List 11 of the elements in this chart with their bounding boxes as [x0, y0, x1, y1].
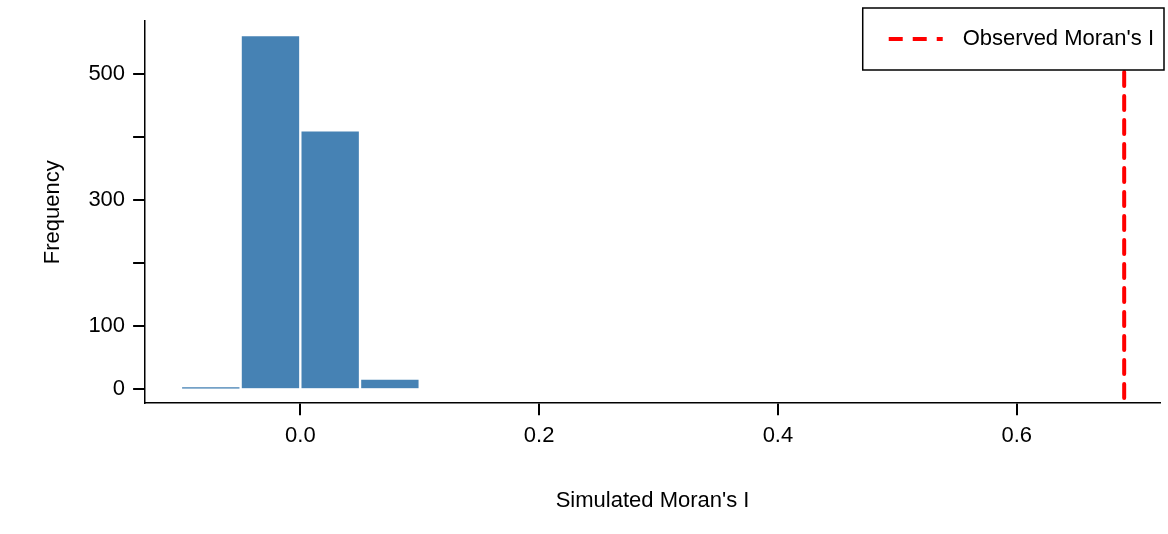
y-tick-label: 0 [112, 375, 126, 401]
y-tick-label: 300 [88, 185, 126, 211]
x-tick-label: 0.0 [285, 422, 316, 448]
legend-label: Observed Moran's I [962, 25, 1155, 51]
y-axis-title: Frequency [39, 160, 65, 265]
x-axis-title: Simulated Moran's I [555, 486, 750, 512]
y-tick-label: 500 [88, 59, 126, 85]
x-tick-label: 0.2 [523, 422, 555, 448]
y-tick-label: 100 [88, 312, 126, 338]
x-tick-label: 0.4 [762, 422, 794, 448]
x-tick-label: 0.6 [1001, 422, 1033, 448]
